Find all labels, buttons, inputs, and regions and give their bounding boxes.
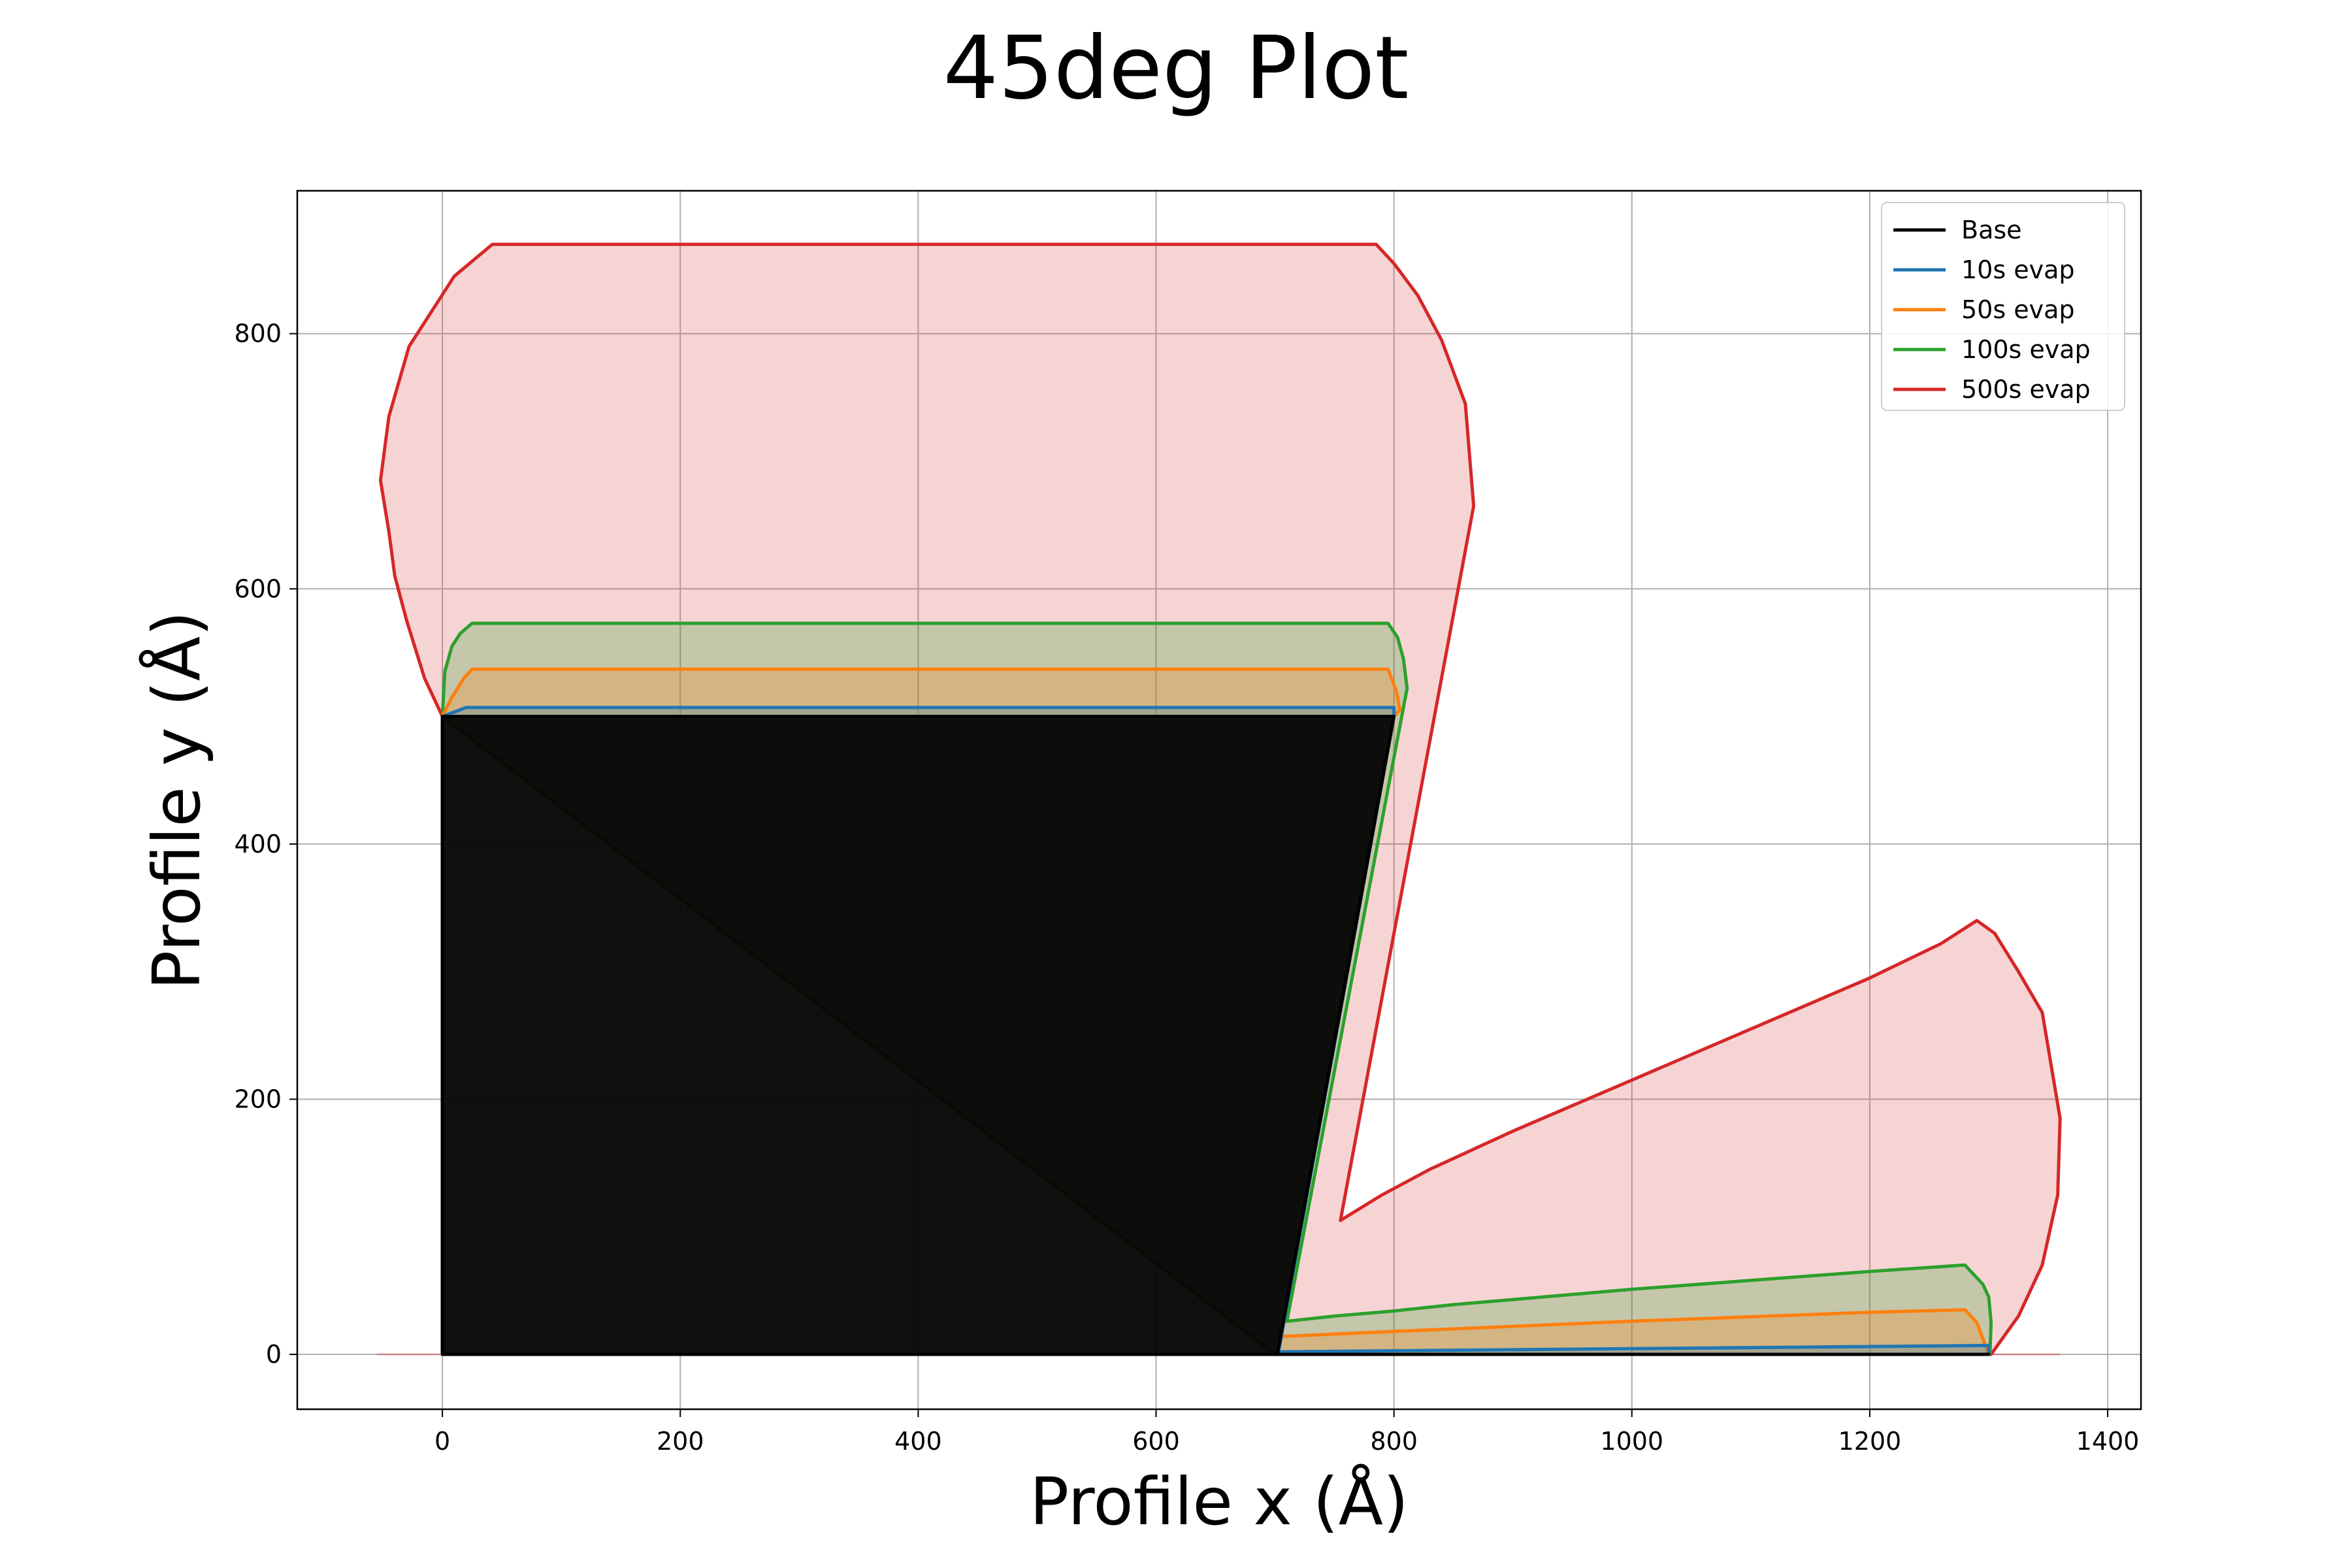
y-tick-label: 0: [266, 1340, 282, 1369]
x-axis-label: Profile x (Å): [1030, 1463, 1409, 1540]
y-tick-label: 600: [234, 574, 282, 603]
legend-label-base: Base: [1961, 216, 2022, 244]
x-tick-label: 600: [1132, 1427, 1180, 1456]
y-axis-label: Profile y (Å): [138, 611, 215, 990]
y-ticks: 0 200 400 600 800: [234, 319, 297, 1369]
x-tick-label: 200: [657, 1427, 704, 1456]
y-tick-label: 400: [234, 830, 282, 858]
y-tick-label: 800: [234, 319, 282, 348]
x-tick-label: 1400: [2076, 1427, 2140, 1456]
chart-title: 45deg Plot: [943, 18, 1409, 119]
x-tick-label: 800: [1370, 1427, 1418, 1456]
legend: Base 10s evap 50s evap 100s evap 500s evap: [1881, 202, 2125, 411]
x-tick-label: 400: [894, 1427, 942, 1456]
legend-box: [1881, 202, 2125, 411]
legend-label-100s-evap: 100s evap: [1961, 335, 2091, 364]
legend-label-10s-evap: 10s evap: [1961, 255, 2075, 284]
plot-frame: [296, 189, 2142, 1411]
series-areas: [376, 242, 2062, 1356]
y-tick-label: 200: [234, 1085, 282, 1113]
legend-label-500s-evap: 500s evap: [1961, 375, 2091, 404]
x-tick-label: 0: [434, 1427, 450, 1456]
series-base-area: [440, 715, 1991, 1356]
x-tick-label: 1000: [1600, 1427, 1663, 1456]
x-tick-label: 1200: [1838, 1427, 1902, 1456]
legend-label-50s-evap: 50s evap: [1961, 295, 2075, 324]
x-ticks: 0 200 400 600 800 1000 1200 1400: [434, 1409, 2139, 1456]
